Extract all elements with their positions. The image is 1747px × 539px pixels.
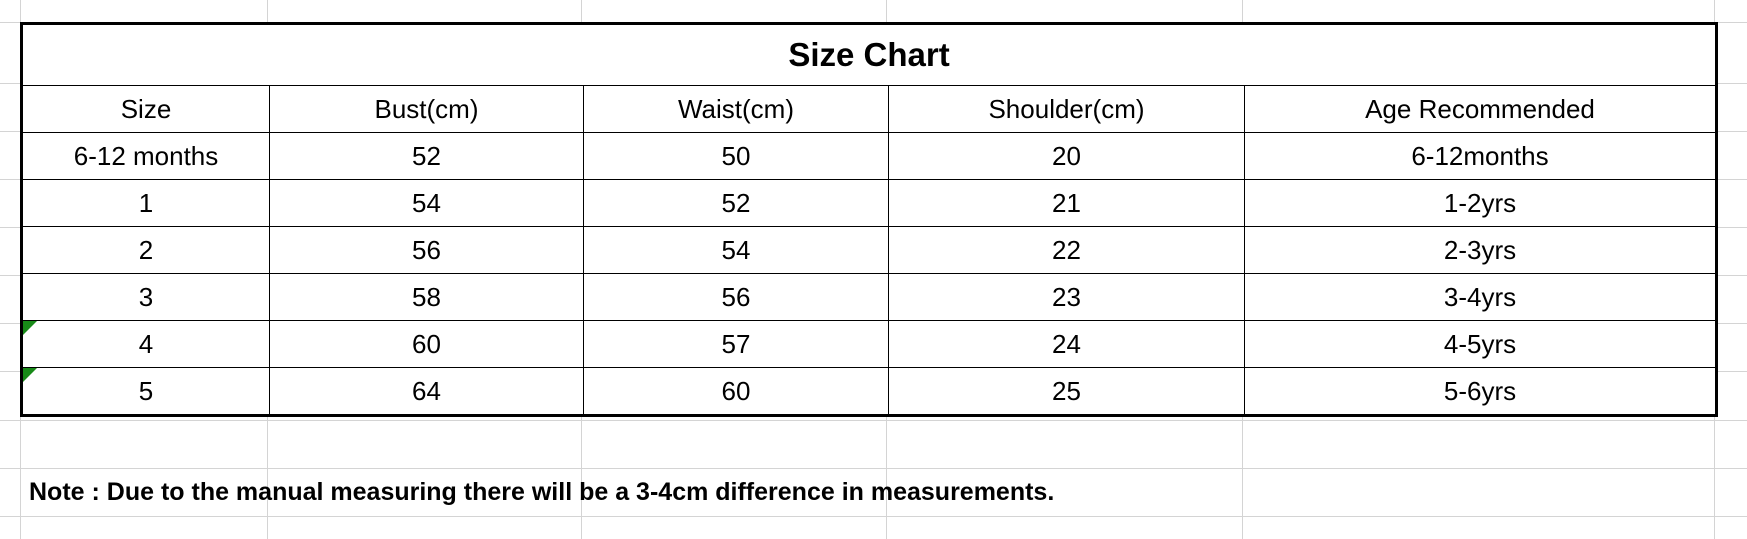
table-row: 1 54 52 21 1-2yrs [21, 179, 1717, 227]
table-cell[interactable]: 64 [269, 367, 584, 416]
table-cell[interactable]: 1 [21, 179, 270, 227]
table-cell[interactable]: 54 [583, 226, 889, 274]
table-cell[interactable]: 24 [888, 320, 1245, 368]
table-cell[interactable]: 56 [583, 273, 889, 321]
table-cell[interactable]: 20 [888, 132, 1245, 180]
column-header[interactable]: Waist(cm) [583, 85, 889, 133]
table-cell[interactable]: 52 [583, 179, 889, 227]
table-cell[interactable]: 50 [583, 132, 889, 180]
table-cell[interactable]: 54 [269, 179, 584, 227]
table-cell[interactable]: 60 [583, 367, 889, 416]
table-cell[interactable]: 25 [888, 367, 1245, 416]
table-cell[interactable]: 52 [269, 132, 584, 180]
table-cell[interactable]: 3 [21, 273, 270, 321]
column-header[interactable]: Age Recommended [1244, 85, 1717, 133]
table-cell[interactable]: 6-12months [1244, 132, 1717, 180]
table-cell[interactable]: 4 [21, 320, 270, 368]
table-cell[interactable]: 60 [269, 320, 584, 368]
column-header[interactable]: Shoulder(cm) [888, 85, 1245, 133]
table-cell[interactable]: 3-4yrs [1244, 273, 1717, 321]
table-cell[interactable]: 56 [269, 226, 584, 274]
table-row: 5 64 60 25 5-6yrs [21, 367, 1717, 416]
column-header[interactable]: Bust(cm) [269, 85, 584, 133]
column-header[interactable]: Size [21, 85, 270, 133]
table-cell[interactable]: 21 [888, 179, 1245, 227]
table-cell[interactable]: 57 [583, 320, 889, 368]
table-cell[interactable]: 2-3yrs [1244, 226, 1717, 274]
table-row: 2 56 54 22 2-3yrs [21, 226, 1717, 274]
table-cell[interactable]: 22 [888, 226, 1245, 274]
table-cell[interactable]: 2 [21, 226, 270, 274]
header-row: Size Bust(cm) Waist(cm) Shoulder(cm) Age… [21, 85, 1717, 133]
table-cell[interactable]: 4-5yrs [1244, 320, 1717, 368]
table-cell[interactable]: 5-6yrs [1244, 367, 1717, 416]
table-cell[interactable]: 23 [888, 273, 1245, 321]
table-row: 4 60 57 24 4-5yrs [21, 320, 1717, 368]
size-chart-table: Size Chart Size Bust(cm) Waist(cm) Shoul… [20, 22, 1718, 417]
table-cell[interactable]: 6-12 months [21, 132, 270, 180]
table-cell[interactable]: 1-2yrs [1244, 179, 1717, 227]
table-title[interactable]: Size Chart [21, 23, 1717, 86]
table-cell[interactable]: 58 [269, 273, 584, 321]
table-row: 6-12 months 52 50 20 6-12months [21, 132, 1717, 180]
title-row: Size Chart [21, 23, 1717, 86]
table-row: 3 58 56 23 3-4yrs [21, 273, 1717, 321]
table-cell[interactable]: 5 [21, 367, 270, 416]
measurement-note[interactable]: Note : Due to the manual measuring there… [29, 478, 1055, 506]
